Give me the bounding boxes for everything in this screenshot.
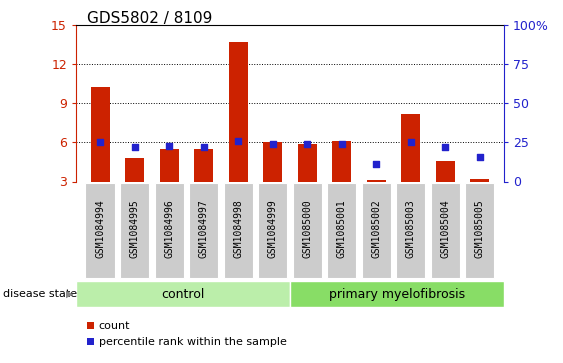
FancyBboxPatch shape xyxy=(224,183,253,278)
Point xyxy=(96,140,105,146)
Text: GSM1084996: GSM1084996 xyxy=(164,199,174,258)
Point xyxy=(475,154,484,159)
FancyBboxPatch shape xyxy=(189,183,218,278)
Text: percentile rank within the sample: percentile rank within the sample xyxy=(99,337,287,347)
Bar xyxy=(436,161,455,182)
Bar xyxy=(229,42,248,182)
FancyBboxPatch shape xyxy=(258,183,287,278)
Bar xyxy=(332,141,351,182)
Text: ▶: ▶ xyxy=(66,289,73,299)
Point xyxy=(372,162,381,167)
Text: GSM1085001: GSM1085001 xyxy=(337,199,347,258)
FancyBboxPatch shape xyxy=(120,183,149,278)
Point xyxy=(337,141,346,147)
Text: GSM1085000: GSM1085000 xyxy=(302,199,312,258)
Bar xyxy=(125,158,144,182)
Text: GSM1084999: GSM1084999 xyxy=(267,199,278,258)
FancyBboxPatch shape xyxy=(465,183,494,278)
Point xyxy=(130,144,139,150)
FancyBboxPatch shape xyxy=(154,183,184,278)
FancyBboxPatch shape xyxy=(293,183,322,278)
FancyBboxPatch shape xyxy=(86,183,115,278)
Text: GSM1084994: GSM1084994 xyxy=(95,199,105,258)
Text: disease state: disease state xyxy=(3,289,77,299)
Bar xyxy=(367,180,386,182)
Point xyxy=(234,138,243,144)
FancyBboxPatch shape xyxy=(431,183,460,278)
Text: primary myelofibrosis: primary myelofibrosis xyxy=(329,287,465,301)
Point xyxy=(303,141,312,147)
Text: GSM1084995: GSM1084995 xyxy=(129,199,140,258)
Text: GSM1085002: GSM1085002 xyxy=(371,199,381,258)
Point xyxy=(199,144,208,150)
Point xyxy=(164,143,173,148)
FancyBboxPatch shape xyxy=(361,183,391,278)
Text: GSM1085003: GSM1085003 xyxy=(406,199,415,258)
Point xyxy=(406,140,415,146)
FancyBboxPatch shape xyxy=(76,281,290,307)
FancyBboxPatch shape xyxy=(290,281,504,307)
Text: GSM1085005: GSM1085005 xyxy=(475,199,485,258)
FancyBboxPatch shape xyxy=(327,183,356,278)
Bar xyxy=(263,143,282,182)
Point xyxy=(268,141,277,147)
Bar xyxy=(91,86,110,182)
Text: control: control xyxy=(161,287,205,301)
Bar xyxy=(470,179,489,182)
Bar xyxy=(194,149,213,182)
Text: GSM1084997: GSM1084997 xyxy=(199,199,209,258)
Text: GSM1084998: GSM1084998 xyxy=(233,199,243,258)
Text: GDS5802 / 8109: GDS5802 / 8109 xyxy=(87,11,213,26)
Bar xyxy=(160,149,178,182)
Text: GSM1085004: GSM1085004 xyxy=(440,199,450,258)
FancyBboxPatch shape xyxy=(396,183,426,278)
Bar xyxy=(401,114,420,182)
Text: count: count xyxy=(99,321,130,331)
Point xyxy=(441,144,450,150)
Bar xyxy=(298,144,316,182)
